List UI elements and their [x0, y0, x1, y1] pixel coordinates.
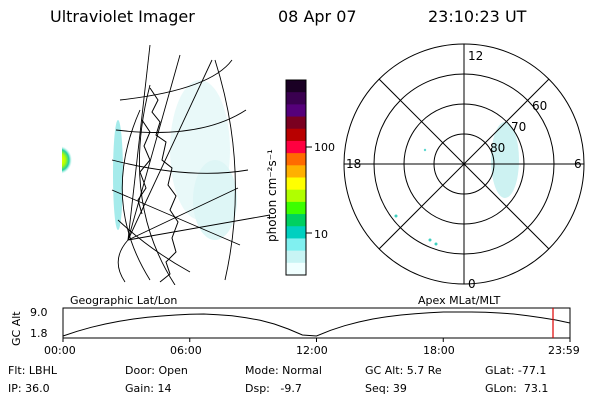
orbit-altitude-line: [62, 311, 571, 337]
colorbar-segment: [286, 128, 306, 142]
colorbar-segment: [286, 80, 306, 93]
geographic-label: Geographic Lat/Lon: [70, 294, 177, 307]
mlt-label-6: 6: [574, 157, 582, 171]
geographic-image-panel: [62, 44, 271, 285]
mlt-label-12: 12: [468, 49, 483, 63]
door-info: Door: Open: [125, 364, 188, 377]
instrument-title: Ultraviolet Imager: [50, 7, 195, 26]
time-label: 23:10:23 UT: [428, 7, 527, 26]
colorbar-segment: [286, 238, 306, 252]
colorbar-tick-10: 10: [314, 228, 328, 241]
colorbar-tick-100: 100: [314, 141, 335, 154]
mode-info: Mode: Normal: [245, 364, 322, 377]
bright-emission-spot: [62, 146, 72, 174]
lat-label-70: 70: [511, 120, 526, 134]
colorbar-segment: [286, 116, 306, 130]
colorbar-segment: [286, 189, 306, 203]
time-tick-1800: 18:00: [423, 344, 455, 357]
colorbar-segment: [286, 153, 306, 166]
glon-info: GLon: 73.1: [485, 382, 549, 395]
aurora-glow: [113, 80, 237, 240]
date-label: 08 Apr 07: [278, 7, 357, 26]
time-axis-ticks: [62, 338, 571, 342]
gc-alt-axis-label: GC Alt: [10, 311, 23, 346]
mlt-label-0: 0: [468, 277, 476, 291]
alt-tick-9: 9.0: [30, 306, 48, 319]
lat-lon-grid: [111, 44, 271, 285]
time-tick-0000: 00:00: [44, 344, 76, 357]
colorbar: [286, 80, 306, 276]
alt-tick-1.8: 1.8: [30, 327, 48, 340]
lat-label-60: 60: [532, 99, 547, 113]
colorbar-segment: [286, 262, 306, 276]
glat-info: GLat: -77.1: [485, 364, 547, 377]
colorbar-segment: [286, 104, 306, 118]
time-tick-1200: 12:00: [296, 344, 328, 357]
colorbar-segment: [286, 92, 306, 105]
gc-alt-info: GC Alt: 5.7 Re: [365, 364, 442, 377]
apex-label: Apex MLat/MLT: [418, 294, 501, 307]
gain-info: Gain: 14: [125, 382, 172, 395]
ip-info: IP: 36.0: [8, 382, 50, 395]
polar-mlat-mlt-plot: 12 18 6 0 60 70 80: [343, 43, 585, 291]
orbit-altitude-panel: Geographic Lat/Lon Apex MLat/MLT GC Alt …: [10, 294, 571, 346]
colorbar-segment: [286, 165, 306, 178]
polar-emission: [394, 122, 519, 246]
time-tick-2359: 23:59: [548, 344, 580, 357]
seq-info: Seq: 39: [365, 382, 407, 395]
filter-info: Flt: LBHL: [8, 364, 57, 377]
colorbar-unit-label: photon cm⁻²s⁻¹: [265, 149, 279, 242]
colorbar-segment: [286, 201, 306, 215]
colorbar-segment: [286, 250, 306, 264]
colorbar-segment: [286, 140, 306, 154]
colorbar-segment: [286, 226, 306, 239]
time-tick-0600: 06:00: [170, 344, 202, 357]
lat-label-80: 80: [490, 141, 505, 155]
mlt-label-18: 18: [346, 157, 361, 171]
coastline-outline: [137, 87, 179, 283]
dsp-info: Dsp: -9.7: [245, 382, 302, 395]
colorbar-segment: [286, 214, 306, 227]
colorbar-segment: [286, 177, 306, 191]
